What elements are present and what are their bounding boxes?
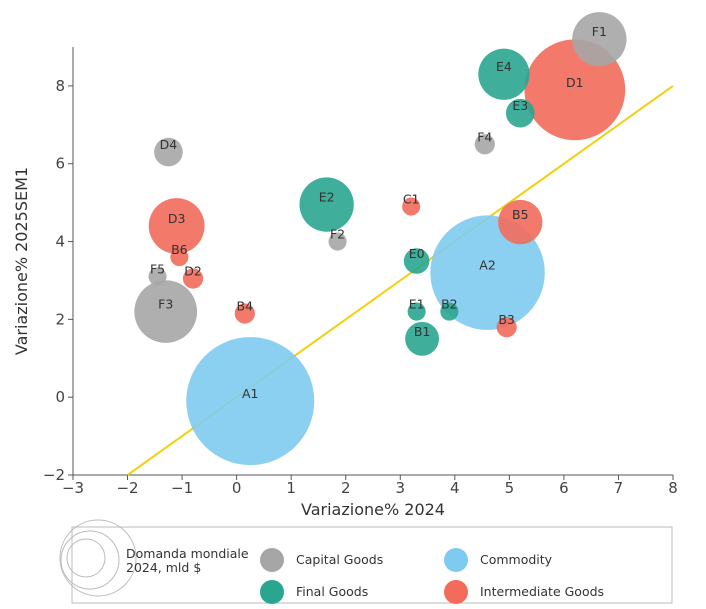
bubbles-layer [134, 12, 627, 466]
legend-size-circle-small [66, 538, 106, 578]
bubble-a2 [430, 215, 545, 330]
bubble-b2 [440, 302, 459, 321]
bubble-label-d3: D3 [168, 211, 186, 226]
bubble-label-e0: E0 [409, 246, 425, 261]
bubble-d3 [148, 198, 205, 254]
legend-swatch-final-goods [260, 580, 284, 604]
bubble-label-b2: B2 [441, 297, 458, 312]
x-tick-label: 1 [286, 479, 296, 497]
bubble-label-b3: B3 [498, 312, 515, 327]
bubble-e1 [407, 302, 426, 321]
bubble-label-e1: E1 [409, 297, 425, 312]
bubble-d2 [182, 268, 204, 289]
x-tick-label: −2 [116, 479, 138, 497]
bubble-label-b5: B5 [512, 207, 529, 222]
x-tick-label: 4 [450, 479, 460, 497]
bubble-a1 [186, 337, 315, 466]
legend-items: Capital Goods Commodity Final Goods Interme… [260, 548, 604, 604]
bubble-label-b1: B1 [414, 324, 431, 339]
x-tick-label: 0 [232, 479, 242, 497]
bubble-label-f2: F2 [330, 227, 345, 242]
legend-size-title-line2: 2024, mld $ [126, 560, 201, 575]
bubble-d4 [154, 137, 183, 167]
bubble-b3 [496, 317, 517, 338]
legend-swatch-capital-goods [260, 548, 284, 572]
x-tick-label: −3 [62, 479, 84, 497]
bubble-e3 [505, 98, 535, 128]
bubble-label-a2: A2 [479, 258, 496, 273]
bubble-e2 [299, 177, 354, 232]
bubble-b5 [498, 199, 543, 245]
x-tick-label: 6 [559, 479, 569, 497]
legend-size-circle-medium [60, 530, 120, 590]
y-tick-label: 2 [55, 310, 65, 328]
bubble-e0 [403, 248, 430, 274]
y-tick-label: 4 [55, 233, 65, 251]
bubble-label-f3: F3 [158, 297, 173, 312]
bubble-label-e4: E4 [496, 59, 512, 74]
bubble-label-e2: E2 [319, 190, 335, 205]
bubble-f3 [134, 280, 198, 343]
bubble-label-e3: E3 [512, 98, 528, 113]
legend-swatch-intermediate-goods [444, 580, 468, 604]
legend-size-title-line1: Domanda mondiale [126, 546, 249, 561]
bubble-label-f1: F1 [592, 24, 607, 39]
bubble-labels-layer: A1 A2 F1 D1 E4 E3 F4 D4 E2 C1 B5 D3 F2 B6 E0 F5 D2 F3 B4 E1… [150, 24, 607, 401]
bubble-f1 [572, 12, 627, 67]
y-tick-label: 6 [55, 155, 65, 173]
bubble-e4 [478, 48, 530, 100]
bubble-b6 [170, 248, 189, 267]
x-tick-label: 3 [395, 479, 405, 497]
legend-frame [71, 526, 673, 604]
legend-label-final-goods: Final Goods [296, 584, 368, 599]
y-tick-label: 0 [55, 388, 65, 406]
bubble-label-a1: A1 [242, 386, 259, 401]
bubble-b4 [234, 303, 255, 324]
x-tick-label: 8 [668, 479, 678, 497]
bubble-label-b4: B4 [237, 299, 254, 314]
x-tick-label: −1 [171, 479, 193, 497]
x-tick-label: 5 [505, 479, 515, 497]
x-tick-label: 7 [614, 479, 624, 497]
legend-size-circle-large [59, 519, 137, 597]
bubble-f4 [474, 134, 495, 155]
y-axis-title: Variazione% 2025SEM1 [12, 167, 31, 355]
bubble-label-f4: F4 [477, 129, 492, 144]
y-tick-label: −2 [43, 466, 65, 484]
x-tick-label: 2 [341, 479, 351, 497]
legend-label-capital-goods: Capital Goods [296, 552, 383, 567]
bubble-label-d2: D2 [184, 264, 202, 279]
bubble-label-d4: D4 [160, 137, 178, 152]
legend: Domanda mondiale 2024, mld $ Capital Goo… [59, 519, 673, 604]
bubble-label-c1: C1 [403, 192, 420, 207]
x-axis-title: Variazione% 2024 [301, 500, 445, 519]
bubble-label-d1: D1 [566, 75, 584, 90]
legend-label-intermediate-goods: Intermediate Goods [480, 584, 604, 599]
bubble-f5 [148, 267, 167, 286]
bubble-label-f5: F5 [150, 262, 165, 277]
bubble-f2 [328, 232, 347, 251]
legend-label-commodity: Commodity [480, 552, 553, 567]
bubble-c1 [402, 197, 421, 216]
bubble-label-b6: B6 [171, 242, 188, 257]
legend-swatch-commodity [444, 548, 468, 572]
bubble-b1 [405, 321, 440, 356]
y-tick-label: 8 [55, 77, 65, 95]
